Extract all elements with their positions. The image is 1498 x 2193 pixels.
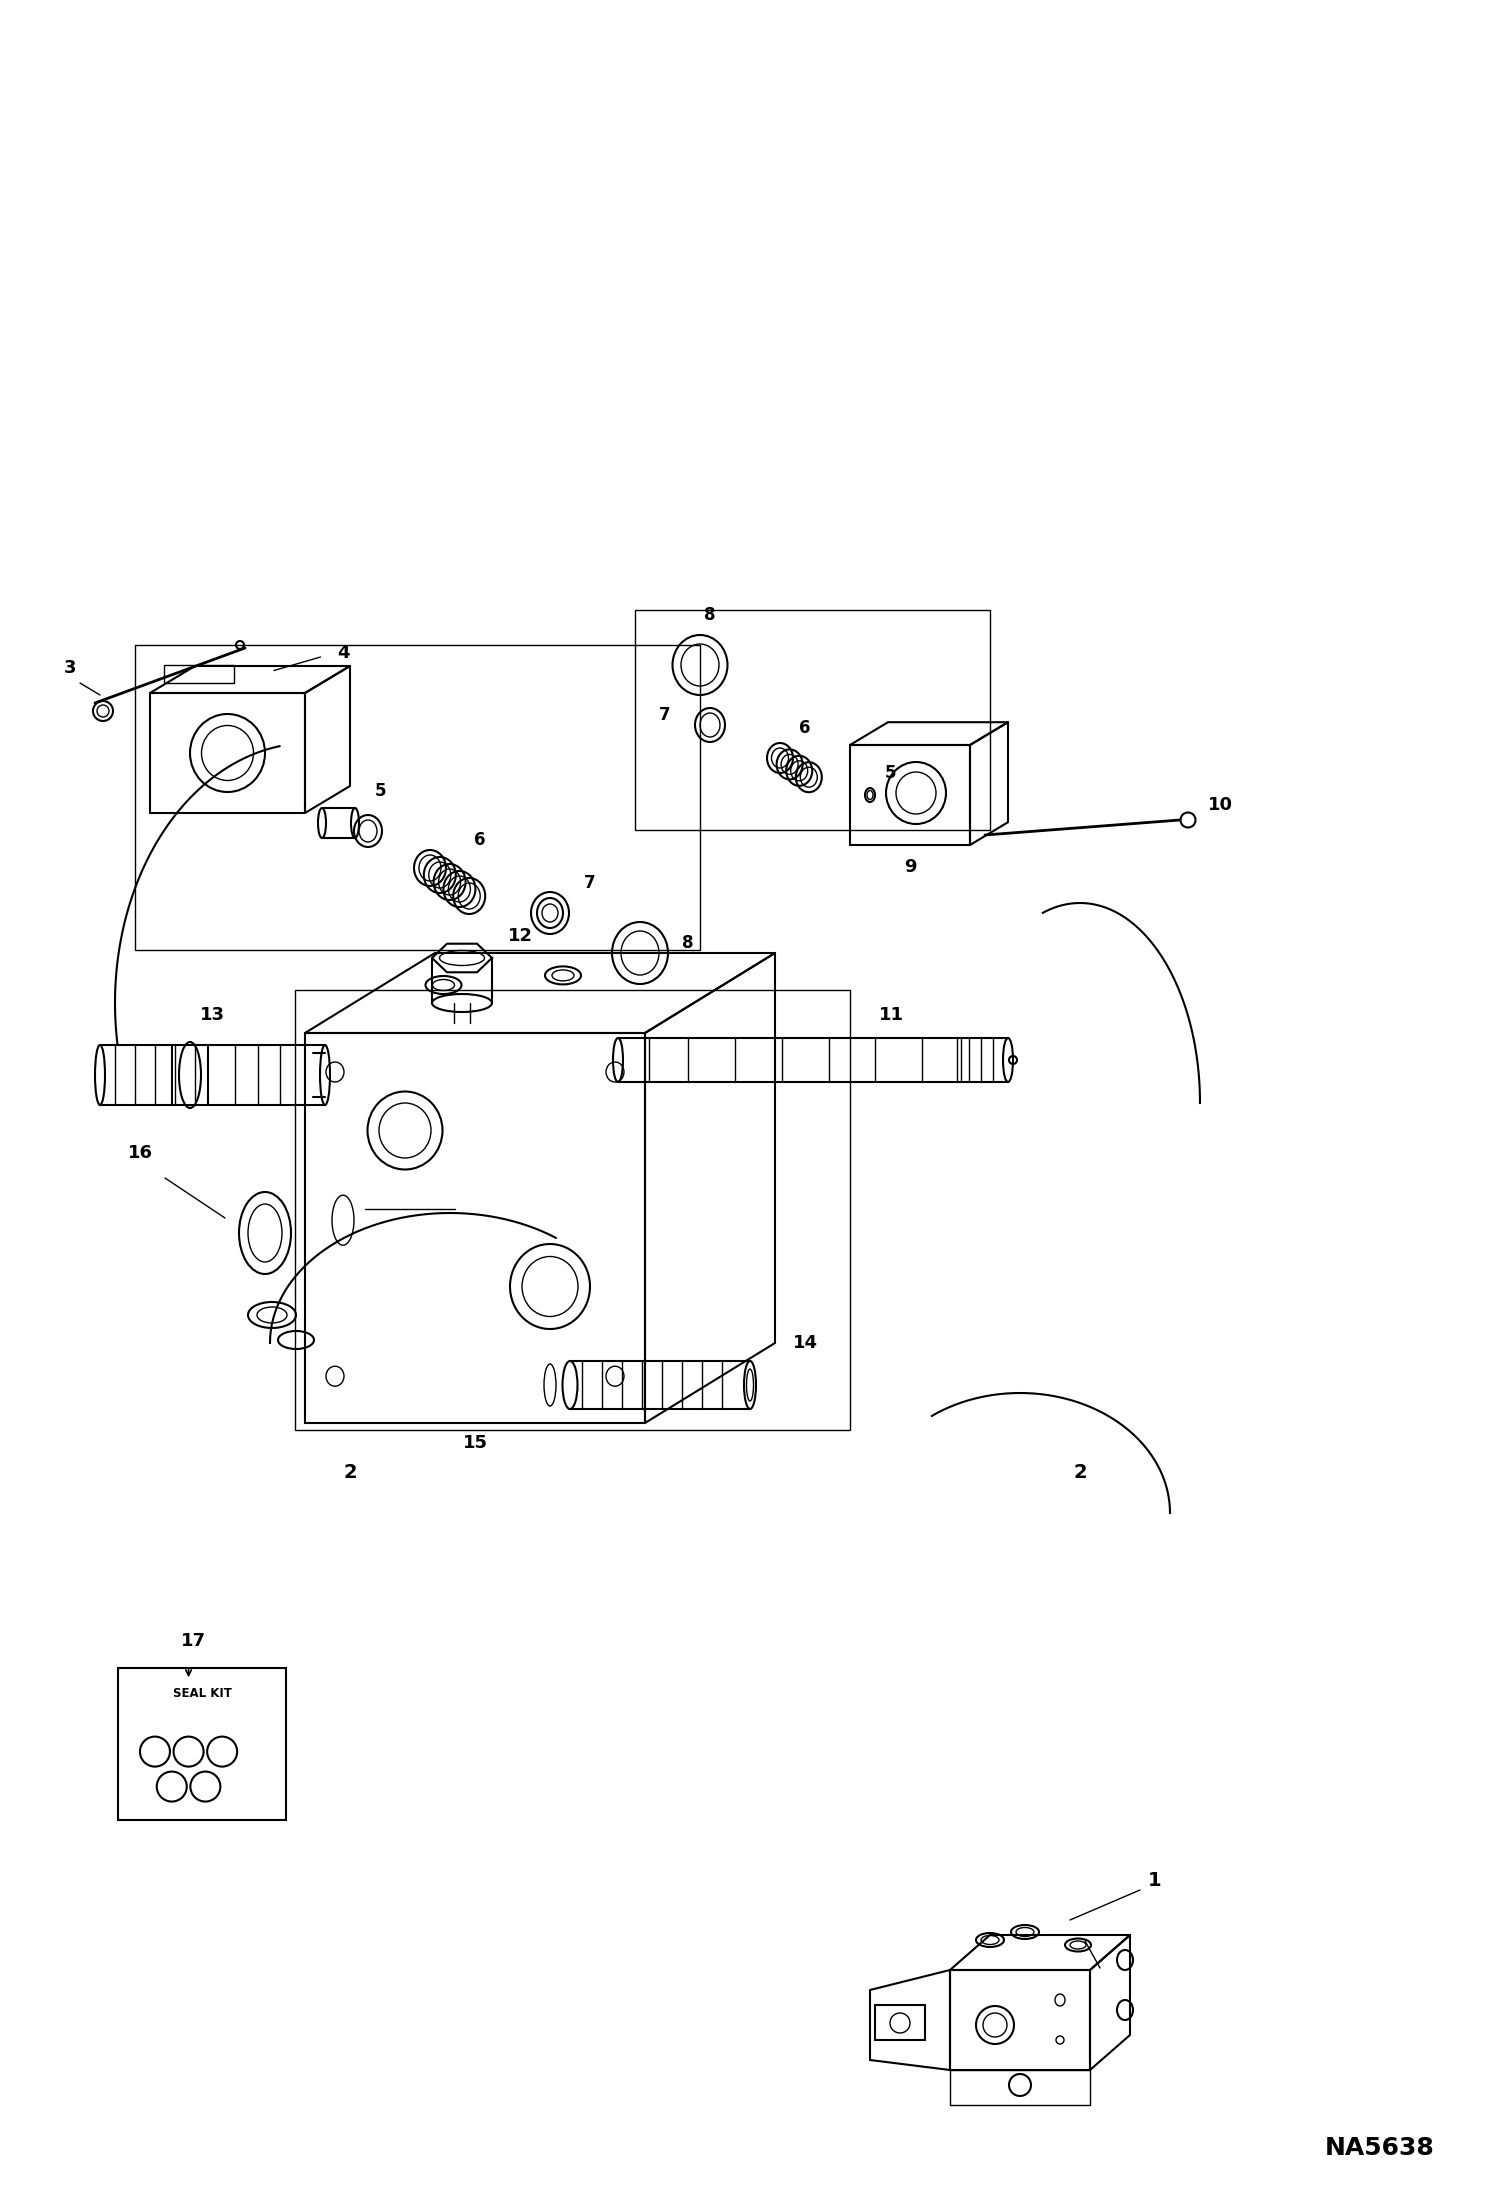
Text: 8: 8 [704, 605, 716, 625]
Text: SEAL KIT: SEAL KIT [172, 1686, 231, 1700]
Text: 1: 1 [1147, 1871, 1162, 1890]
Text: 2: 2 [343, 1463, 357, 1482]
Text: 5: 5 [374, 783, 386, 800]
Text: 7: 7 [659, 706, 671, 724]
Text: 2: 2 [1073, 1463, 1088, 1482]
Bar [295, 989, 849, 1430]
Text: 9: 9 [903, 857, 917, 875]
Text: 13: 13 [201, 1007, 225, 1024]
Text: 3: 3 [64, 660, 76, 678]
Text: 10: 10 [1207, 796, 1233, 814]
Bar [118, 1669, 286, 1820]
Text: 6: 6 [475, 831, 485, 849]
Text: 7: 7 [584, 875, 596, 893]
Text: 5: 5 [884, 763, 896, 783]
Text: 16: 16 [127, 1145, 153, 1162]
Text: 4: 4 [337, 643, 351, 662]
Text: 6: 6 [800, 719, 810, 737]
Bar [163, 664, 234, 682]
Text: 14: 14 [792, 1333, 818, 1353]
Text: NA5638: NA5638 [1326, 2136, 1435, 2160]
Text: 12: 12 [508, 928, 532, 945]
Bar [875, 2004, 924, 2039]
Bar [635, 610, 990, 829]
Text: 17: 17 [181, 1632, 207, 1649]
Text: 11: 11 [878, 1007, 903, 1024]
Bar [135, 645, 700, 950]
Text: 8: 8 [682, 934, 694, 952]
Text: 15: 15 [463, 1434, 487, 1452]
